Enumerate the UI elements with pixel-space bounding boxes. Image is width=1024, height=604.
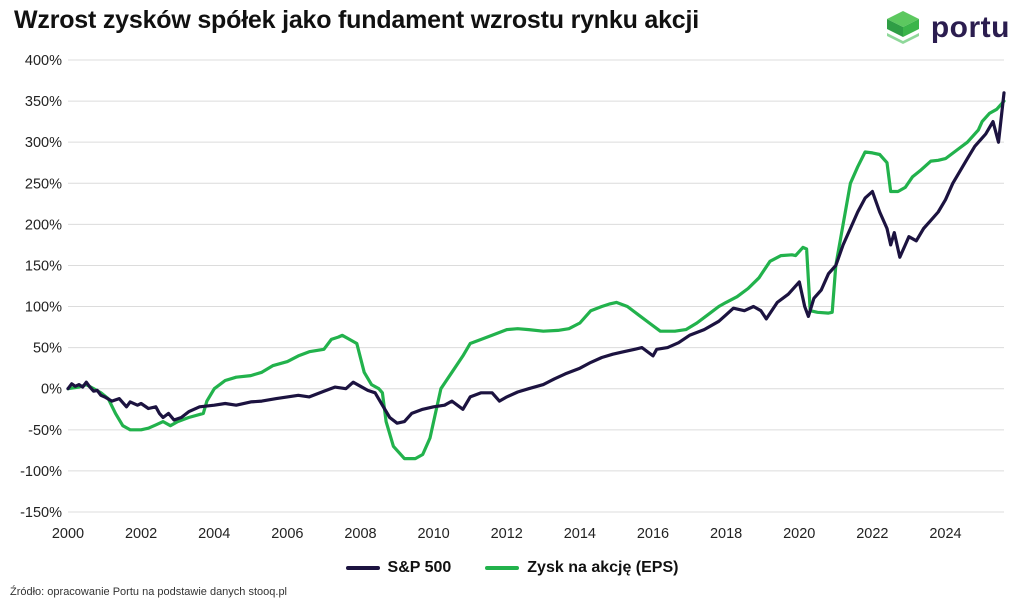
brand-name: portu	[930, 11, 1010, 44]
y-tick-label: -100%	[20, 464, 62, 480]
legend-item-sp500: S&P 500	[345, 559, 452, 577]
x-tick-label: 2010	[417, 526, 449, 542]
x-tick-label: 2012	[491, 526, 523, 542]
chart-plot: 400% 350% 300% 250% 200% 150% 100% 50% 0% -50% -10…	[20, 53, 1006, 542]
series-lines	[66, 91, 1006, 461]
y-tick-label: 100%	[25, 300, 62, 316]
y-tick-label: 250%	[25, 176, 62, 192]
x-axis-ticks: 2000 2002 2004 2006 2008 2010 2012 2014 2016 2018…	[52, 526, 962, 542]
legend: S&P 500 Zysk na akcję (EPS)	[0, 559, 1024, 577]
series-line-sp500	[66, 91, 1006, 425]
portu-cube-icon	[886, 11, 919, 44]
x-tick-label: 2020	[783, 526, 815, 542]
y-tick-label: 350%	[25, 94, 62, 110]
x-tick-label: 2004	[198, 526, 230, 542]
y-axis-ticks: 400% 350% 300% 250% 200% 150% 100% 50% 0% -50% -10…	[20, 53, 62, 521]
y-tick-label: 0%	[41, 382, 62, 398]
x-tick-label: 2002	[125, 526, 157, 542]
y-tick-label: -150%	[20, 505, 62, 521]
series-line-eps	[66, 99, 1006, 461]
x-tick-label: 2024	[929, 526, 961, 542]
legend-swatch-eps	[485, 566, 520, 570]
legend-label-sp500: S&P 500	[387, 559, 452, 576]
x-tick-label: 2016	[637, 526, 669, 542]
y-tick-label: 400%	[25, 53, 62, 69]
grid-lines	[68, 59, 1004, 513]
x-tick-label: 2008	[344, 526, 376, 542]
brand-logo: portu	[883, 8, 1010, 48]
y-tick-label: -50%	[28, 423, 62, 439]
y-tick-label: 200%	[25, 217, 62, 233]
y-tick-label: 150%	[25, 258, 62, 274]
legend-label-eps: Zysk na akcję (EPS)	[527, 559, 679, 576]
x-tick-label: 2018	[710, 526, 742, 542]
source-note: Źródło: opracowanie Portu na podstawie d…	[10, 586, 288, 598]
x-tick-label: 2000	[52, 526, 84, 542]
chart-title: Wzrost zysków spółek jako fundament wzro…	[14, 6, 699, 34]
y-tick-label: 50%	[33, 341, 62, 357]
legend-swatch-sp500	[345, 566, 380, 570]
legend-item-eps: Zysk na akcję (EPS)	[485, 559, 678, 577]
x-tick-label: 2022	[856, 526, 888, 542]
y-tick-label: 300%	[25, 135, 62, 151]
x-tick-label: 2014	[564, 526, 596, 542]
x-tick-label: 2006	[271, 526, 303, 542]
